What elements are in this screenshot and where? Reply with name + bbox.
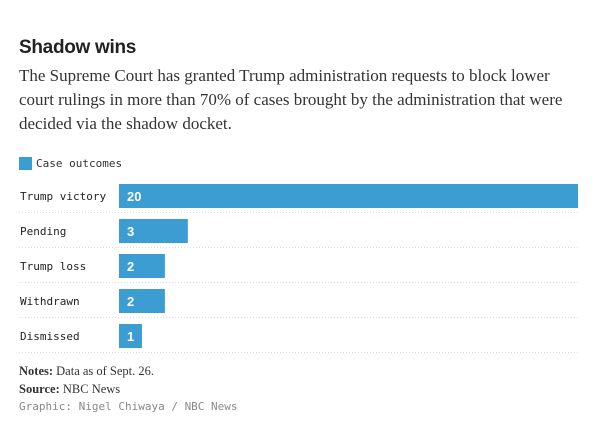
category-label: Withdrawn [20, 295, 80, 308]
bar [119, 254, 165, 278]
bar [119, 184, 578, 208]
category-label: Dismissed [20, 330, 80, 343]
chart-header: Shadow wins The Supreme Court has grante… [19, 36, 579, 170]
category-label: Trump victory [20, 190, 106, 203]
chart-footer: Notes: Data as of Sept. 26. Source: NBC … [19, 362, 579, 416]
legend-swatch [19, 156, 32, 170]
bar-chart-svg: Trump victory 20 Pending 3 Trump loss 2 Withdr… [19, 184, 578, 353]
source-label: Source: [19, 382, 60, 396]
bar-value-label: 2 [127, 259, 134, 274]
source-text: NBC News [62, 382, 121, 396]
source-line: Source: NBC News [19, 380, 579, 398]
graphic-credit: Graphic: Nigel Chiwaya / NBC News [19, 400, 238, 413]
bar [119, 324, 142, 348]
bar-value-label: 3 [127, 224, 134, 239]
notes-text: Data as of Sept. 26. [56, 364, 155, 378]
chart-title: Shadow wins [19, 37, 137, 58]
bar-value-label: 2 [127, 294, 134, 309]
category-label: Trump loss [20, 260, 86, 273]
chart-subtitle: The Supreme Court has granted Trump admi… [19, 66, 563, 133]
bar-value-label: 20 [127, 189, 141, 204]
category-label: Pending [20, 225, 66, 238]
notes-line: Notes: Data as of Sept. 26. [19, 362, 579, 380]
bar-chart: Trump victory 20 Pending 3 Trump loss 2 Withdr… [19, 179, 579, 354]
bar [119, 219, 188, 243]
legend-label: Case outcomes [36, 156, 123, 170]
bar-value-label: 1 [127, 329, 134, 344]
notes-label: Notes: [19, 364, 54, 378]
bar [119, 289, 165, 313]
legend: Case outcomes [19, 156, 579, 170]
